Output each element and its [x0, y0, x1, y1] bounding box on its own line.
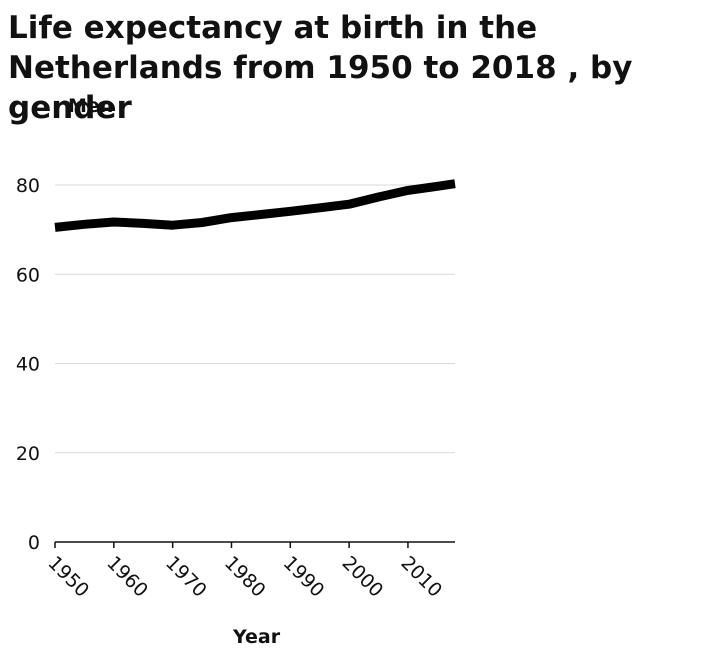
y-tick-label: 80	[16, 175, 40, 197]
x-tick-label: 1950	[43, 552, 93, 602]
y-tick-label: 40	[16, 354, 40, 376]
y-tick-label: 20	[16, 443, 40, 465]
series-line	[54, 179, 456, 232]
x-tick-label: 2000	[338, 552, 388, 602]
x-tick-label: 1990	[279, 552, 329, 602]
x-tick-label: 1980	[220, 552, 270, 602]
x-tick-label: 1970	[161, 552, 211, 602]
y-tick-label: 60	[16, 264, 40, 286]
x-axis-label: Year	[233, 626, 281, 648]
x-tick-label: 2010	[396, 552, 446, 602]
chart-title: Life expectancy at birth in the Netherla…	[8, 10, 633, 126]
y-axis-label: Men	[68, 95, 114, 117]
y-tick-label: 0	[28, 532, 40, 554]
x-tick-label: 1960	[102, 552, 152, 602]
